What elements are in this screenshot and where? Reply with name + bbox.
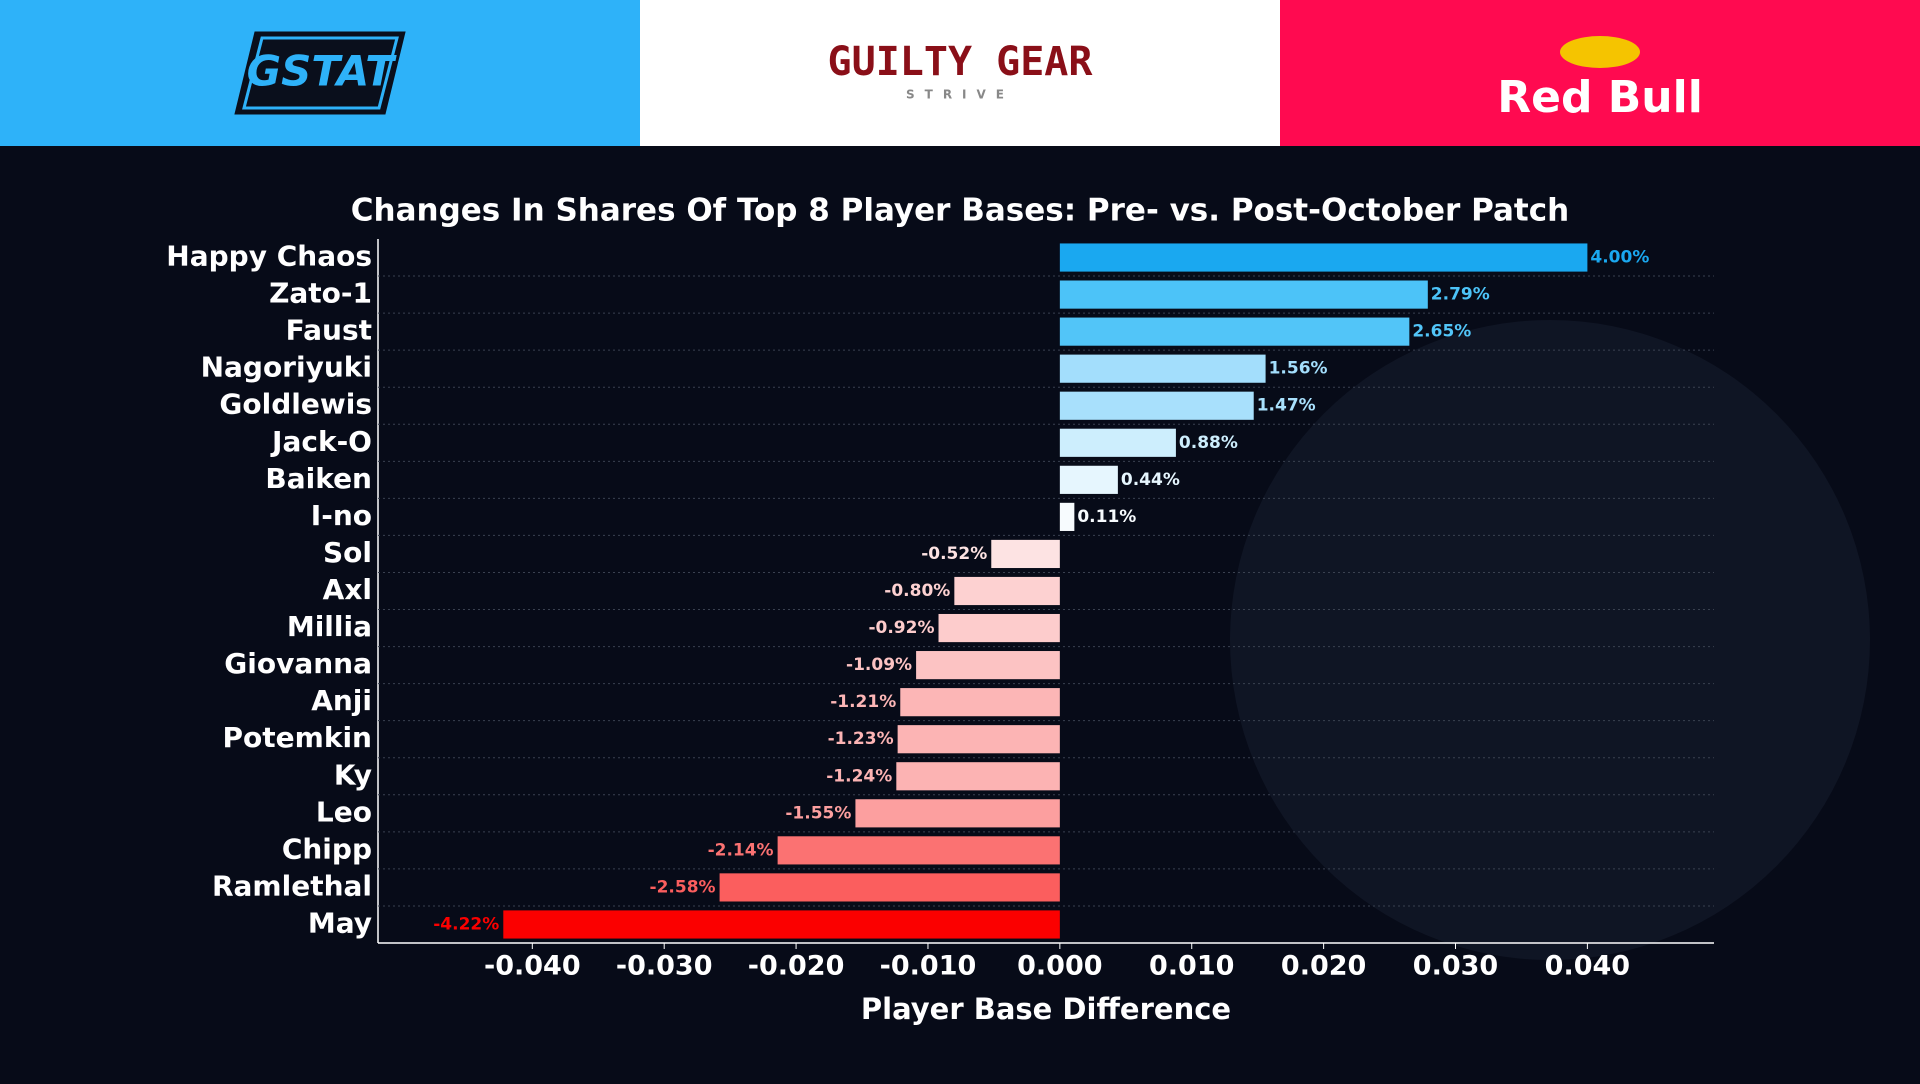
y-tick-label: Ramlethal bbox=[212, 869, 372, 902]
bar bbox=[897, 725, 1060, 754]
bar bbox=[900, 688, 1060, 717]
y-tick-label: Goldlewis bbox=[219, 388, 372, 421]
background-art bbox=[1230, 320, 1870, 960]
y-tick-label: Potemkin bbox=[223, 721, 372, 754]
value-label: -0.52% bbox=[921, 544, 987, 564]
bar bbox=[1059, 317, 1410, 346]
y-tick-label: Nagoriyuki bbox=[201, 351, 372, 384]
x-tick-label: -0.020 bbox=[748, 951, 845, 982]
bar bbox=[1059, 502, 1075, 531]
y-tick-label: Jack-O bbox=[270, 425, 372, 458]
bar bbox=[777, 836, 1060, 865]
bar bbox=[503, 910, 1060, 939]
y-tick-label: Happy Chaos bbox=[166, 240, 372, 273]
x-tick-label: -0.030 bbox=[616, 951, 713, 982]
y-tick-label: Faust bbox=[286, 314, 372, 347]
bar bbox=[991, 539, 1060, 569]
header-right bbox=[1280, 0, 1920, 146]
logo-strive: STRIVE bbox=[906, 88, 1014, 102]
bar bbox=[719, 873, 1060, 902]
value-label: -1.23% bbox=[828, 729, 894, 749]
y-tick-label: I-no bbox=[311, 499, 372, 532]
logo-redbull: Red Bull bbox=[1497, 72, 1703, 123]
x-tick-label: 0.020 bbox=[1281, 951, 1366, 982]
value-label: 1.56% bbox=[1269, 359, 1328, 379]
bar bbox=[1059, 354, 1266, 383]
value-label: -2.14% bbox=[708, 840, 774, 860]
x-tick-label: 0.040 bbox=[1545, 951, 1630, 982]
logo-box bbox=[234, 31, 406, 115]
bar bbox=[1059, 428, 1176, 457]
y-tick-label: Leo bbox=[316, 795, 372, 828]
y-tick-label: May bbox=[308, 906, 372, 939]
y-tick-label: Axl bbox=[323, 573, 372, 606]
y-tick-label: Sol bbox=[323, 536, 372, 569]
value-label: -4.22% bbox=[433, 914, 499, 934]
value-label: -1.09% bbox=[846, 655, 912, 675]
x-tick-label: -0.040 bbox=[484, 951, 581, 982]
value-label: -1.55% bbox=[785, 803, 851, 823]
value-label: 0.11% bbox=[1077, 507, 1136, 527]
bar bbox=[916, 651, 1060, 680]
y-tick-label: Giovanna bbox=[224, 647, 372, 680]
value-label: 2.79% bbox=[1431, 285, 1490, 305]
x-tick-label: 0.030 bbox=[1413, 951, 1498, 982]
bar bbox=[1059, 243, 1588, 272]
x-tick-label: 0.010 bbox=[1149, 951, 1234, 982]
value-label: -0.80% bbox=[884, 581, 950, 601]
y-tick-label: Ky bbox=[334, 758, 372, 791]
logo-pgstats: PGSTATS bbox=[216, 47, 424, 96]
y-tick-label: Chipp bbox=[282, 832, 372, 865]
value-label: 0.88% bbox=[1179, 433, 1238, 453]
value-label: 2.65% bbox=[1412, 322, 1471, 342]
value-label: 4.00% bbox=[1590, 248, 1649, 268]
y-tick-label: Anji bbox=[311, 684, 372, 717]
value-label: -1.24% bbox=[826, 766, 892, 786]
bar bbox=[896, 762, 1060, 791]
bar bbox=[1059, 280, 1428, 309]
x-tick-label: 0.000 bbox=[1017, 951, 1102, 982]
y-tick-label: Millia bbox=[287, 610, 372, 643]
bar bbox=[1059, 465, 1118, 494]
x-tick-label: -0.010 bbox=[880, 951, 977, 982]
value-label: 0.44% bbox=[1121, 470, 1180, 490]
value-label: -0.92% bbox=[868, 618, 934, 638]
value-label: -2.58% bbox=[650, 877, 716, 897]
bar bbox=[1059, 391, 1254, 420]
x-axis-label: Player Base Difference bbox=[861, 992, 1231, 1026]
logo-sun bbox=[1560, 36, 1640, 68]
value-label: -1.21% bbox=[830, 692, 896, 712]
y-tick-label: Baiken bbox=[265, 462, 372, 495]
header-center bbox=[640, 0, 1280, 146]
bar bbox=[954, 576, 1060, 606]
y-tick-label: Zato-1 bbox=[269, 277, 372, 310]
bar bbox=[938, 613, 1060, 643]
logo-guilty-gear: GUILTY GEAR bbox=[828, 39, 1094, 85]
bar bbox=[855, 799, 1060, 828]
chart-title: Changes In Shares Of Top 8 Player Bases:… bbox=[351, 193, 1569, 229]
logo-frame bbox=[242, 36, 399, 110]
value-label: 1.47% bbox=[1257, 396, 1316, 416]
